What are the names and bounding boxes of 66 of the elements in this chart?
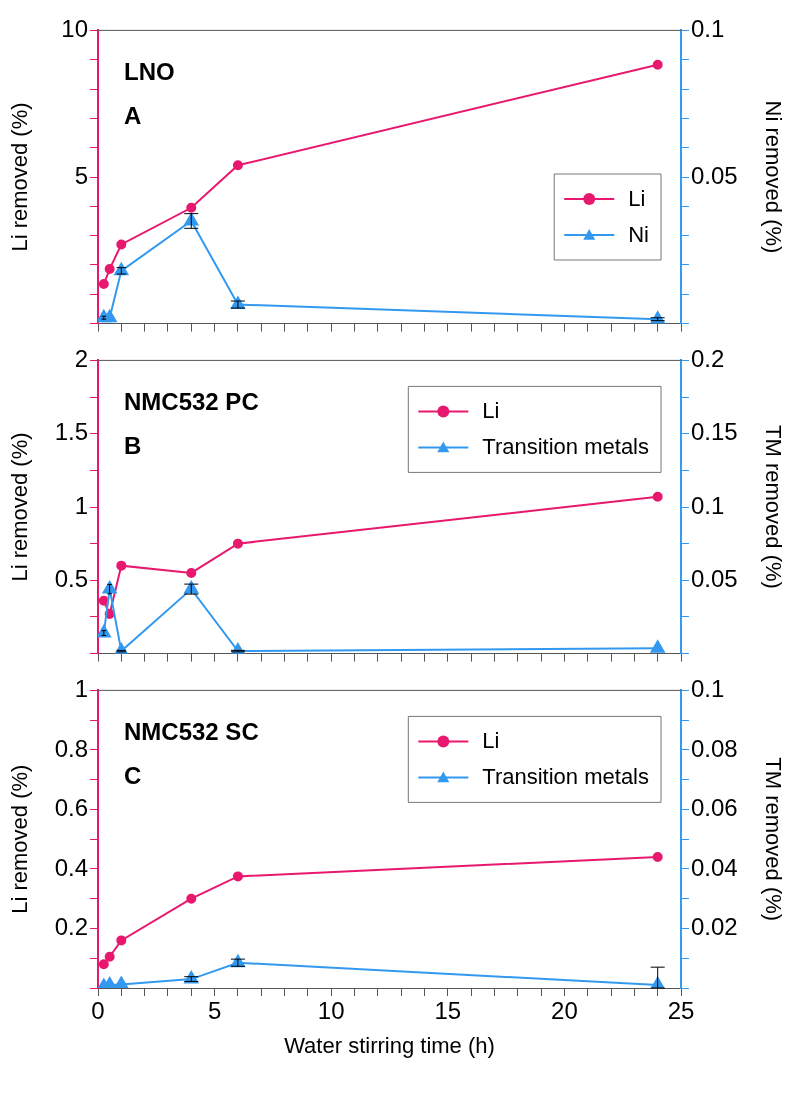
y-tick-label: 5 bbox=[74, 161, 88, 189]
annotation: C bbox=[124, 762, 142, 790]
y-tick-label: 0.4 bbox=[54, 853, 88, 881]
y2-tick-label: 0.2 bbox=[691, 345, 725, 373]
point bbox=[650, 640, 665, 653]
y-axis-title: Li removed (%) bbox=[7, 102, 33, 252]
y2-tick-label: 0.05 bbox=[691, 161, 738, 189]
point bbox=[652, 59, 663, 70]
y-tick-label: 0.5 bbox=[54, 564, 88, 592]
y2-axis-title: Ni removed (%) bbox=[760, 100, 786, 254]
point bbox=[98, 959, 109, 970]
x-tick-label: 10 bbox=[317, 997, 345, 1025]
point bbox=[186, 202, 197, 213]
point bbox=[102, 309, 117, 323]
point bbox=[232, 871, 243, 882]
y2-axis-title: TM removed (%) bbox=[760, 757, 786, 922]
y2-tick-label: 0.15 bbox=[691, 418, 738, 446]
y-tick-label: 0.8 bbox=[54, 734, 88, 762]
y2-tick-label: 0.02 bbox=[691, 913, 738, 941]
legend-label: Ni bbox=[628, 222, 650, 248]
y2-tick-label: 0.05 bbox=[691, 564, 738, 592]
x-axis-title: Water stirring time (h) bbox=[284, 1032, 495, 1058]
text: NMC532 SC bbox=[124, 718, 259, 746]
legend-label: Li bbox=[482, 728, 500, 754]
y-tick-label: 0.2 bbox=[54, 913, 88, 941]
y2-tick-label: 0.1 bbox=[691, 491, 725, 519]
x-tick-label: 25 bbox=[667, 997, 695, 1025]
y2-tick-label: 0.1 bbox=[691, 675, 725, 703]
point bbox=[232, 160, 243, 171]
x-tick-label: 0 bbox=[91, 997, 105, 1025]
point bbox=[98, 279, 109, 290]
legend-label: Transition metals bbox=[482, 434, 649, 460]
y2-tick-label: 0.04 bbox=[691, 853, 738, 881]
y-tick-label: 1.5 bbox=[54, 418, 88, 446]
point bbox=[652, 852, 663, 863]
point bbox=[186, 567, 197, 578]
point bbox=[116, 935, 127, 946]
point bbox=[104, 264, 115, 275]
y-tick-label: 1 bbox=[74, 675, 88, 703]
y-tick-label: 2 bbox=[74, 345, 88, 373]
x-tick-label: 20 bbox=[551, 997, 578, 1025]
y-tick-label: 10 bbox=[61, 15, 88, 43]
annotation: B bbox=[124, 432, 142, 460]
point bbox=[104, 951, 115, 962]
point bbox=[652, 491, 663, 502]
x-tick-label: 5 bbox=[207, 997, 222, 1025]
point bbox=[116, 560, 127, 571]
point bbox=[186, 893, 197, 904]
point bbox=[116, 239, 127, 250]
legend-label: Li bbox=[628, 186, 646, 212]
y2-tick-label: 0.08 bbox=[691, 734, 738, 762]
y2-axis-title: TM removed (%) bbox=[760, 425, 786, 589]
legend-label: Li bbox=[482, 398, 500, 424]
y2-tick-label: 0.06 bbox=[691, 794, 738, 822]
text: NMC532 PC bbox=[124, 388, 259, 416]
y-axis-title: Li removed (%) bbox=[7, 432, 33, 582]
y-tick-label: 0.6 bbox=[54, 794, 88, 822]
y-axis-title: Li removed (%) bbox=[7, 764, 33, 914]
annotation: A bbox=[124, 102, 142, 130]
legend-label: Transition metals bbox=[482, 764, 649, 790]
point bbox=[98, 595, 109, 606]
y2-tick-label: 0.1 bbox=[691, 15, 725, 43]
text: LNO bbox=[124, 58, 175, 86]
y-tick-label: 1 bbox=[74, 491, 88, 519]
point bbox=[232, 538, 243, 549]
x-tick-label: 15 bbox=[434, 997, 462, 1025]
